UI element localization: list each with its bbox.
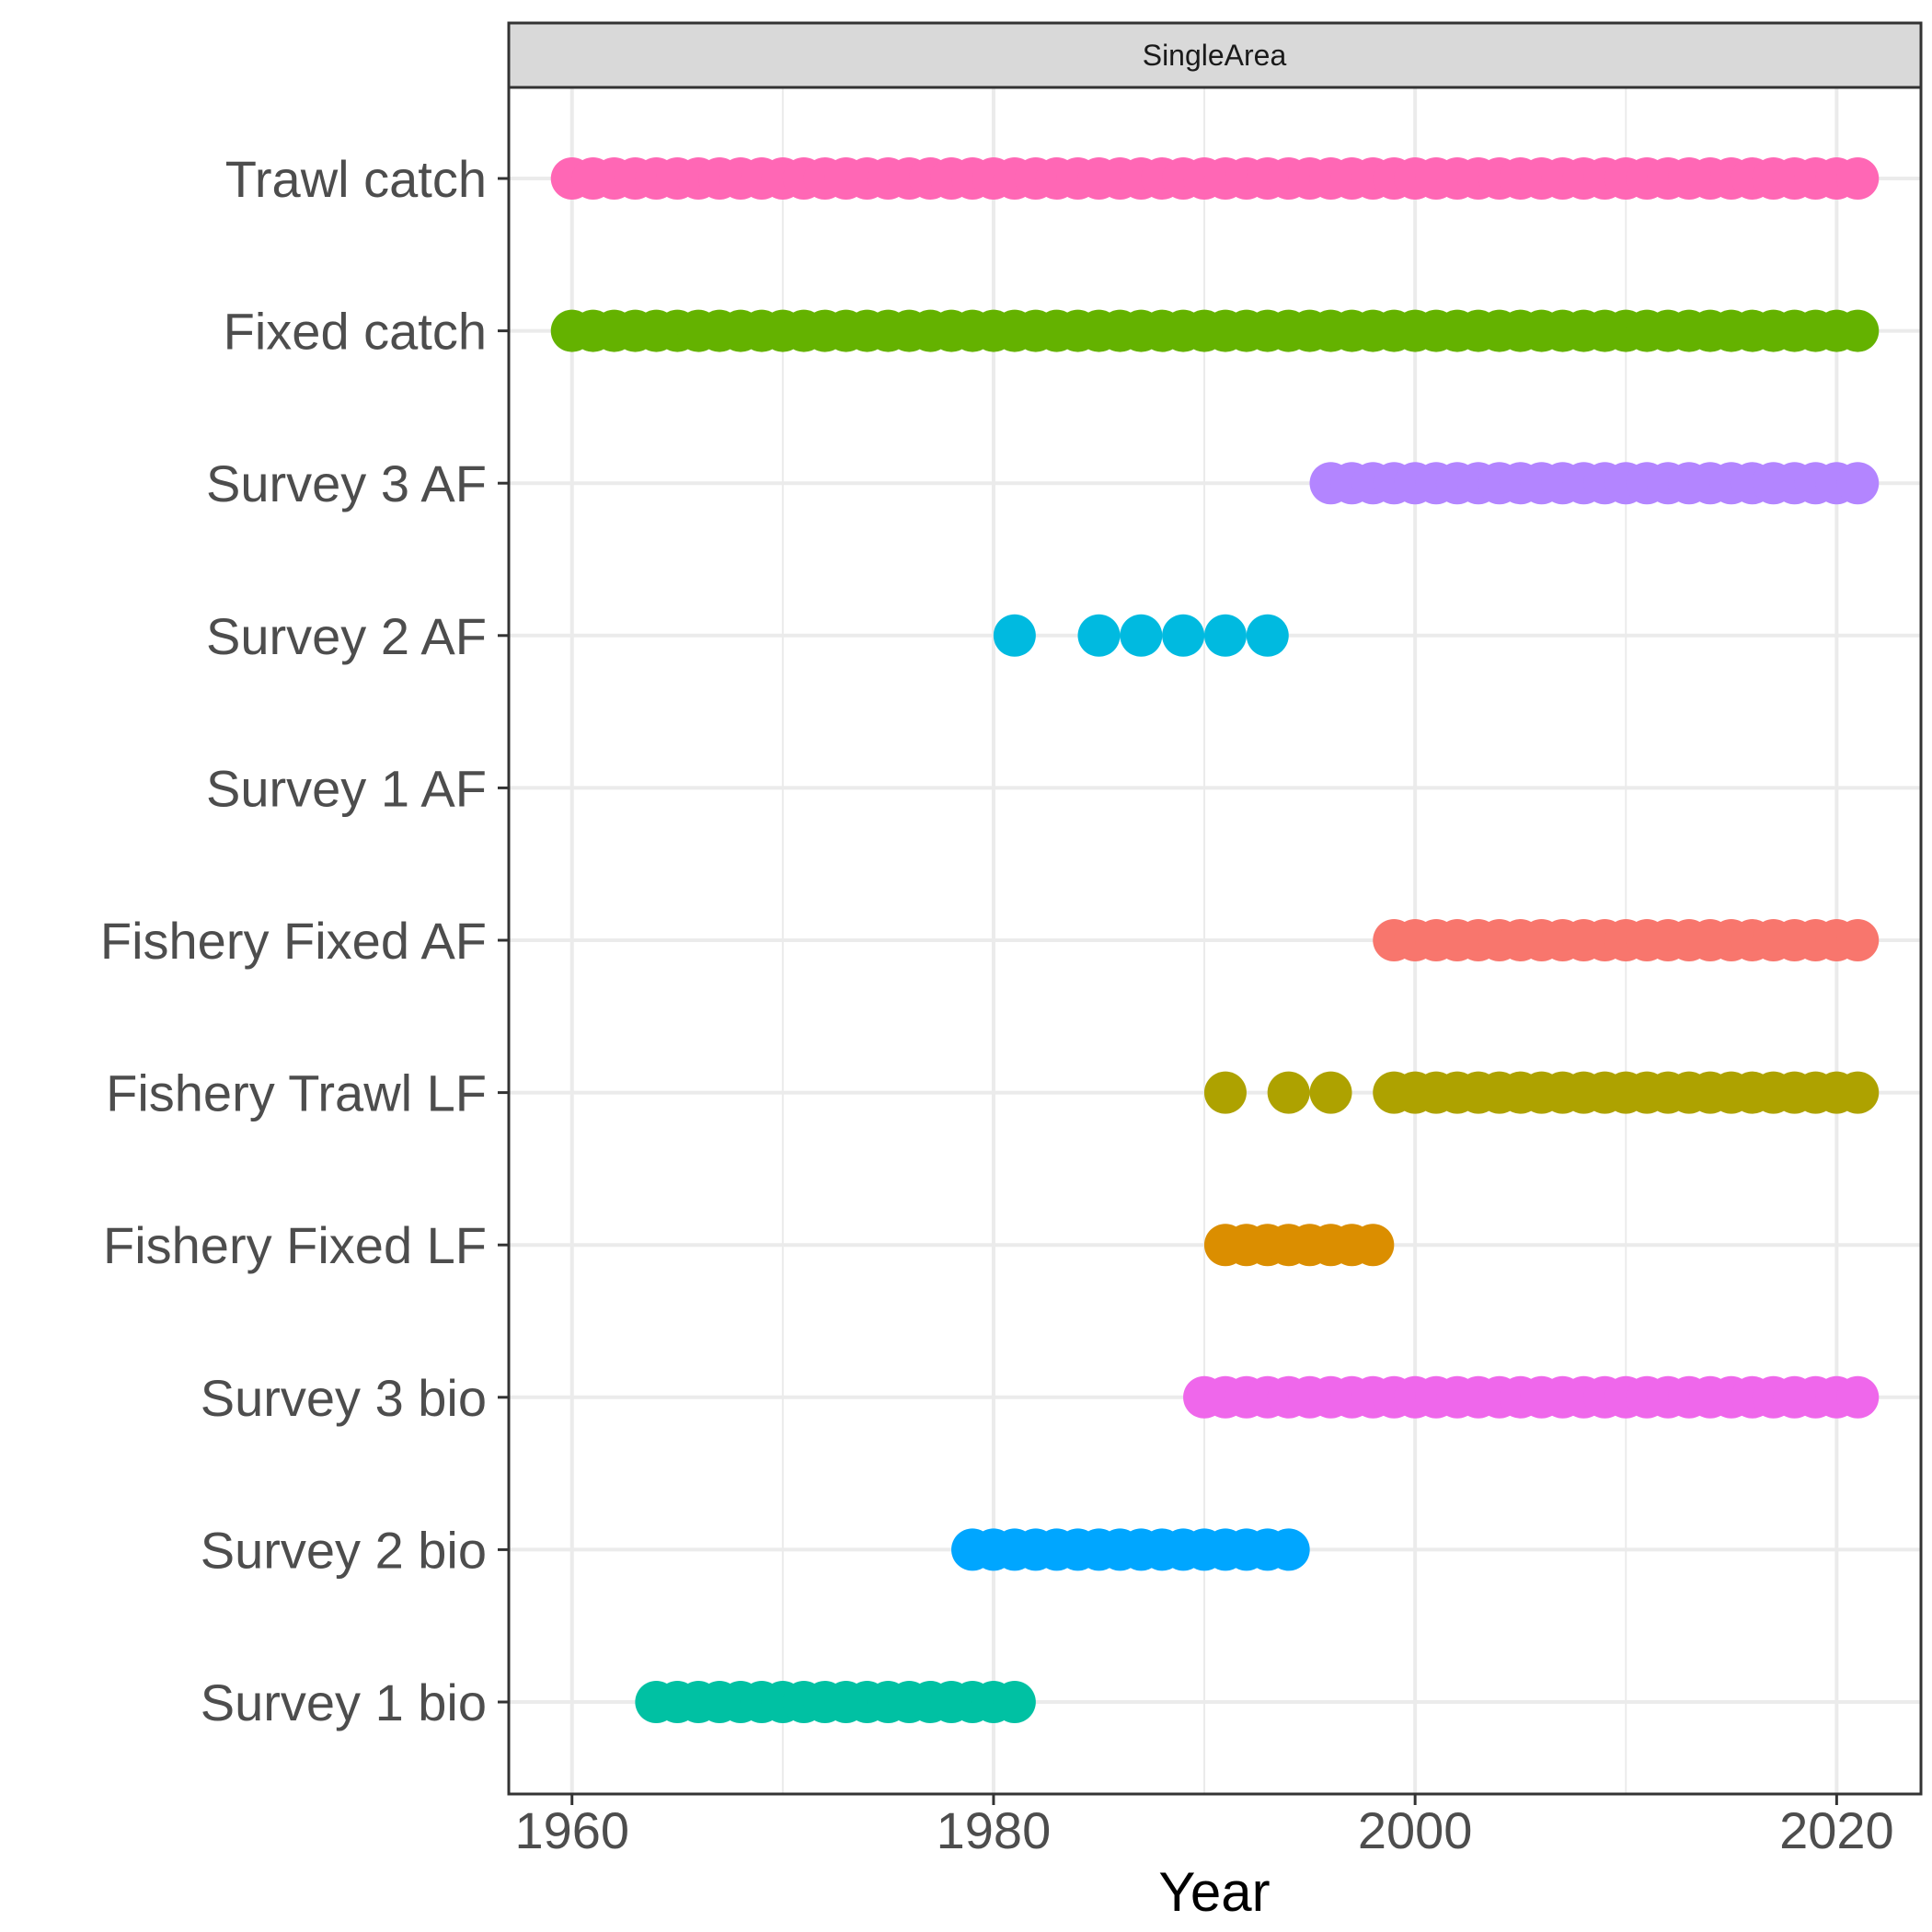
x-tick-label-2000: 2000	[1358, 1801, 1473, 1859]
x-tick-label-1980: 1980	[937, 1801, 1052, 1859]
point-trawl-catch-2021	[1836, 157, 1879, 200]
plot-panel	[509, 87, 1921, 1794]
facet-strip: SingleArea	[509, 23, 1921, 87]
x-tick-label-1960: 1960	[514, 1801, 629, 1859]
point-fishery-trawl-lf-1991	[1204, 1072, 1247, 1114]
y-tick-label-survey-1-af: Survey 1 AF	[206, 759, 487, 817]
y-tick-label-survey-1-bio: Survey 1 bio	[201, 1673, 487, 1731]
point-fishery-trawl-lf-1996	[1310, 1072, 1352, 1114]
y-tick-label-fishery-fixed-lf: Fishery Fixed LF	[103, 1216, 487, 1274]
y-tick-label-survey-3-bio: Survey 3 bio	[201, 1369, 487, 1427]
point-fishery-fixed-lf-1998	[1351, 1224, 1394, 1266]
point-survey-2-bio-1994	[1268, 1528, 1310, 1570]
point-survey-2-af-1981	[994, 615, 1036, 657]
x-axis: 1960 1980 2000 2020	[514, 1794, 1893, 1859]
y-tick-label-trawl-catch: Trawl catch	[225, 150, 487, 208]
point-survey-2-af-1991	[1204, 615, 1247, 657]
y-tick-label-fishery-fixed-af: Fishery Fixed AF	[100, 912, 487, 970]
y-tick-label-survey-2-af: Survey 2 AF	[206, 607, 487, 665]
point-survey-1-bio-1981	[994, 1681, 1036, 1723]
point-fixed-catch-2021	[1836, 310, 1879, 352]
y-axis: Survey 1 bio Survey 2 bio Survey 3 bio Fish…	[100, 150, 509, 1731]
y-tick-label-fixed-catch: Fixed catch	[224, 303, 487, 361]
point-fishery-trawl-lf-2021	[1836, 1072, 1879, 1114]
point-survey-2-af-1985	[1077, 615, 1120, 657]
point-fishery-fixed-af-2021	[1836, 919, 1879, 961]
point-survey-2-af-1993	[1247, 615, 1289, 657]
y-tick-label-survey-2-bio: Survey 2 bio	[201, 1521, 487, 1579]
x-tick-label-2020: 2020	[1779, 1801, 1894, 1859]
point-survey-2-af-1989	[1162, 615, 1204, 657]
point-survey-3-bio-2021	[1836, 1376, 1879, 1419]
point-fishery-trawl-lf-1994	[1268, 1072, 1310, 1114]
y-tick-label-fishery-trawl-lf: Fishery Trawl LF	[106, 1064, 487, 1122]
point-survey-3-af-2021	[1836, 462, 1879, 504]
point-survey-2-af-1987	[1120, 615, 1162, 657]
x-axis-title: Year	[1158, 1861, 1270, 1923]
facet-label: SingleArea	[1143, 39, 1287, 72]
y-tick-label-survey-3-af: Survey 3 AF	[206, 454, 487, 512]
